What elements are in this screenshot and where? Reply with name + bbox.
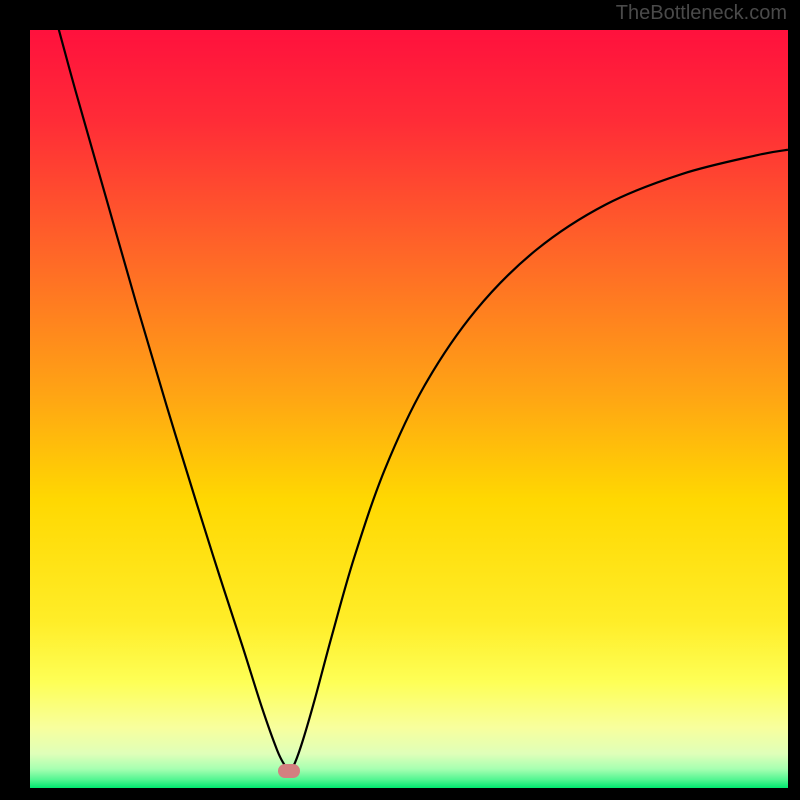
plot-svg <box>30 30 788 788</box>
gradient-background <box>30 30 788 788</box>
chart-frame: TheBottleneck.com <box>0 0 800 800</box>
watermark-text: TheBottleneck.com <box>616 2 787 25</box>
optimum-marker <box>278 764 300 778</box>
plot-area <box>30 30 788 788</box>
